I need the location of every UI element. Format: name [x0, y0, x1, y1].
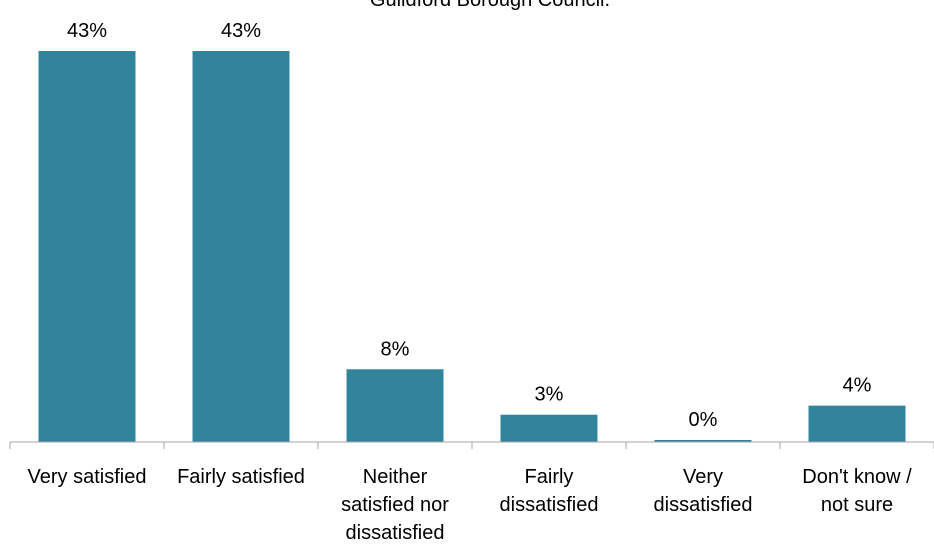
data-label: 8% — [381, 338, 410, 360]
data-label: 43% — [221, 20, 261, 42]
category-label-line: satisfied nor — [341, 494, 449, 516]
bar — [346, 369, 444, 442]
category-label-line: Neither — [363, 466, 428, 488]
bar — [500, 414, 598, 442]
category-label-line: Fairly — [525, 466, 574, 488]
value-labels-group: 43% 43% 8% 3% 0% 4% — [67, 20, 872, 431]
data-label: 43% — [67, 20, 107, 42]
category-label-line: Very — [683, 466, 723, 488]
category-labels-group: Very satisfied Fairly satisfied Neither sat… — [28, 466, 913, 544]
category-label-line: dissatisfied — [500, 494, 599, 516]
category-label-line: Don't know / — [802, 466, 912, 488]
category-label-line: not sure — [821, 494, 893, 516]
bar — [192, 51, 290, 442]
category-label-line: Fairly satisfied — [177, 466, 305, 488]
category-label: Neither satisfied nor dissatisfied — [341, 466, 449, 544]
chart-title: Guildford Borough Council. — [370, 0, 610, 11]
category-label: Don't know / not sure — [802, 466, 912, 516]
category-label: Fairly satisfied — [177, 466, 305, 488]
bar — [654, 440, 752, 442]
category-label: Fairly dissatisfied — [500, 466, 599, 516]
category-label-line: dissatisfied — [346, 522, 445, 544]
bar — [808, 405, 906, 442]
category-label-line: dissatisfied — [654, 494, 753, 516]
category-label-line: Very satisfied — [28, 466, 147, 488]
category-label: Very satisfied — [28, 466, 147, 488]
bars-group — [38, 51, 906, 442]
x-axis — [9, 441, 934, 449]
category-label: Very dissatisfied — [654, 466, 753, 516]
data-label: 3% — [535, 384, 564, 406]
bar — [38, 51, 136, 442]
data-label: 4% — [843, 375, 872, 397]
data-label: 0% — [689, 409, 718, 431]
